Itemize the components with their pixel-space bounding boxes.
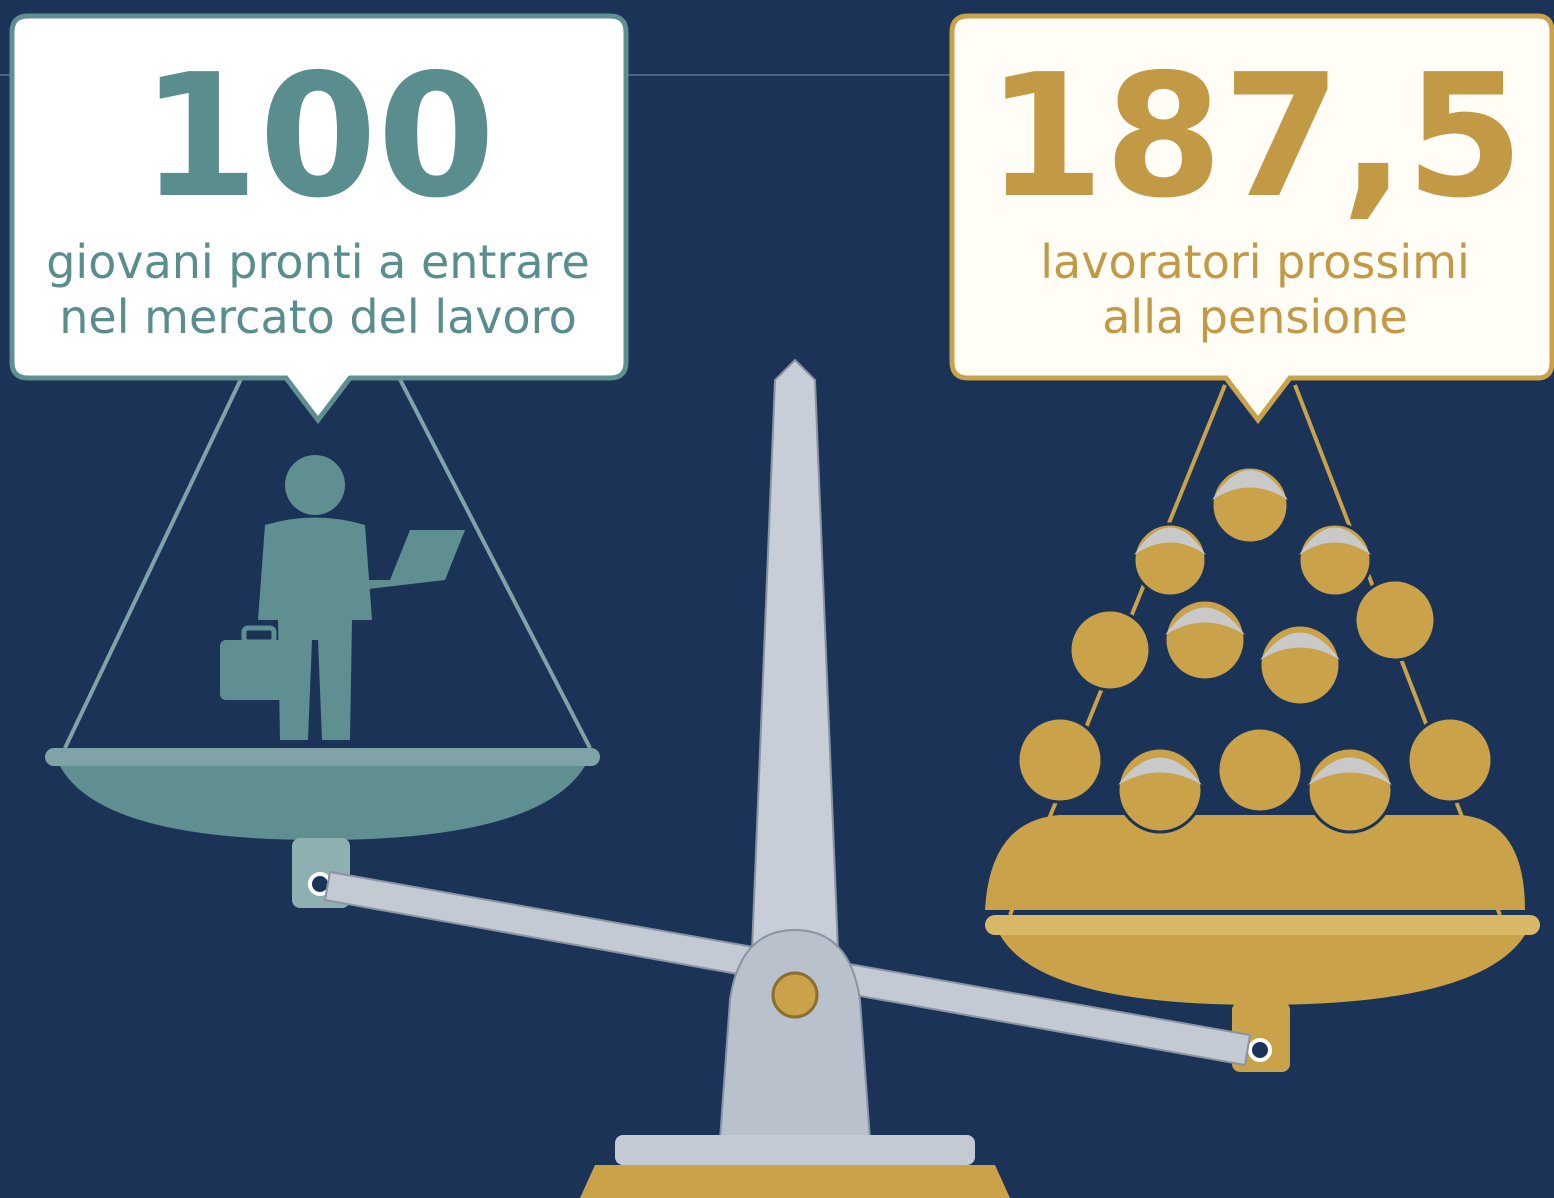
- left-number: 100: [141, 38, 496, 236]
- left-callout: 100 giovani pronti a entrare nel mercato…: [12, 16, 626, 420]
- right-caption: lavoratori prossimi: [1040, 235, 1469, 289]
- right-caption: alla pensione: [1102, 290, 1408, 344]
- pivot: [720, 930, 870, 1140]
- pivot-pin: [773, 973, 817, 1017]
- base: [580, 1165, 1010, 1198]
- right-number: 187,5: [986, 38, 1524, 236]
- left-caption: giovani pronti a entrare: [46, 235, 590, 289]
- left-caption: nel mercato del lavoro: [59, 290, 576, 344]
- base-top: [615, 1135, 975, 1165]
- right-callout: 187,5 lavoratori prossimi alla pensione: [952, 16, 1552, 420]
- page: {"left": {"number": "100", "caption": ["…: [0, 0, 1554, 1198]
- infographic: 100 giovani pronti a entrare nel mercato…: [0, 0, 1554, 1198]
